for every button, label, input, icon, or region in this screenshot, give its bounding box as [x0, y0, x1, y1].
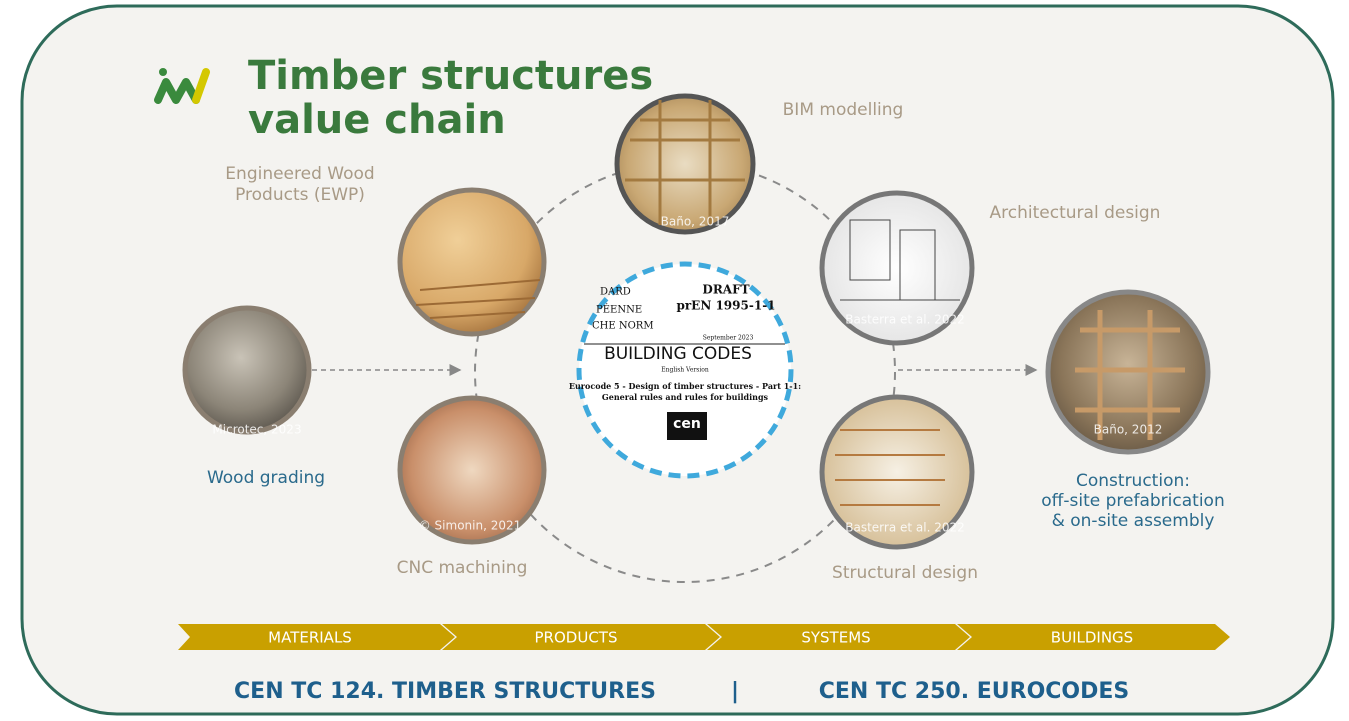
stage-chevron [178, 624, 455, 650]
node-label: Products (EWP) [235, 185, 365, 205]
building-codes-circle [576, 261, 794, 479]
stage-chevron [442, 624, 720, 650]
cycle-ring [474, 161, 896, 583]
footer-separator: | [731, 679, 739, 704]
cen-logo-text: cen [673, 416, 701, 432]
photo-wood-grading [182, 305, 312, 435]
node-label: Architectural design [990, 203, 1161, 223]
doc-fragment: DARD [600, 287, 631, 298]
code-document: DARD PÉENNE CHE NORM DRAFT prEN 1995-1-1… [569, 283, 801, 440]
logo [154, 68, 210, 104]
photo-credit: Microtec, 2023 [212, 423, 301, 437]
doc-version: English Version [661, 367, 709, 374]
node-label: Engineered Wood [225, 164, 374, 184]
building-codes-label: BUILDING CODES [604, 344, 752, 364]
stage-chevron [957, 624, 1230, 650]
node-label: BIM modelling [783, 100, 904, 120]
struct-frame [835, 429, 945, 506]
node-label: Structural design [832, 563, 978, 583]
photo-structure [819, 394, 975, 550]
node-label: CNC machining [397, 558, 528, 578]
photo-bim [614, 93, 756, 235]
title: value chain [248, 97, 506, 143]
node-label: Wood grading [207, 468, 325, 488]
title: Timber structures [248, 53, 653, 99]
doc-date: September 2023 [703, 335, 754, 342]
photo-credit: © Simonin, 2021 [419, 519, 522, 533]
photo-credit: Baño, 2012 [1094, 423, 1163, 437]
footer-right: CEN TC 250. EUROCODES [819, 679, 1130, 704]
node-label: off-site prefabrication [1041, 491, 1224, 511]
stage-label: SYSTEMS [801, 629, 870, 647]
node-label: Construction: [1076, 471, 1190, 491]
photo-credit: Baño, 2017 [661, 215, 730, 229]
photo-credit: Basterra et al. 2022 [845, 313, 965, 327]
photo-credit: Basterra et al. 2022 [845, 521, 965, 535]
doc-heading: DRAFT [702, 283, 749, 297]
stage-label: PRODUCTS [535, 629, 618, 647]
cons-frame [1075, 310, 1185, 440]
photo-ewp [397, 187, 547, 337]
photo-cnc [397, 395, 547, 545]
stage-label: BUILDINGS [1051, 629, 1133, 647]
ewp-layers [415, 279, 541, 319]
stage-chevron [707, 624, 970, 650]
footer-left: CEN TC 124. TIMBER STRUCTURES [234, 679, 656, 704]
arch-plan [840, 219, 960, 301]
stage-label: MATERIALS [268, 629, 352, 647]
bim-lattice [625, 100, 745, 225]
node-label: & on-site assembly [1052, 511, 1215, 531]
doc-code: prEN 1995-1-1 [676, 299, 775, 313]
cen-logo [667, 412, 707, 440]
doc-fragment: CHE NORM [592, 321, 654, 332]
doc-title: Eurocode 5 - Design of timber structures… [569, 381, 801, 391]
doc-fragment: PÉENNE [596, 304, 642, 316]
doc-title: General rules and rules for buildings [602, 392, 769, 402]
